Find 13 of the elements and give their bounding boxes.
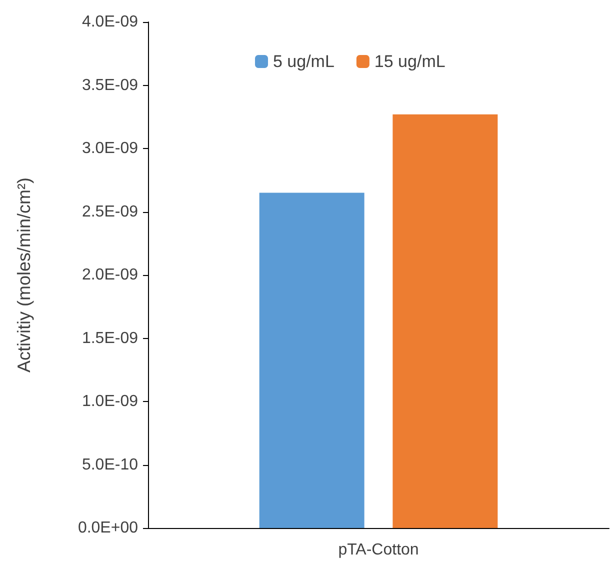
legend-label: 15 ug/mL xyxy=(374,52,446,71)
y-tick-label: 0.0E+00 xyxy=(78,520,138,536)
y-tick-label: 3.5E-09 xyxy=(82,76,138,94)
y-tick-label: 1.5E-09 xyxy=(82,330,138,347)
y-tick-label: 4.0E-09 xyxy=(82,14,138,30)
x-tick-label: pTA-Cotton xyxy=(338,542,419,558)
y-tick-label: 5.0E-10 xyxy=(82,456,138,474)
y-tick-label: 2.0E-09 xyxy=(82,266,138,284)
legend-label: 5 ug/mL xyxy=(273,52,334,71)
y-axis-title: Activitiy (moles/min/cm²) xyxy=(14,177,34,373)
y-tick-label: 1.0E-09 xyxy=(82,393,138,410)
y-tick-label: 3.0E-09 xyxy=(82,140,138,157)
y-tick-label: 2.5E-09 xyxy=(82,203,138,220)
